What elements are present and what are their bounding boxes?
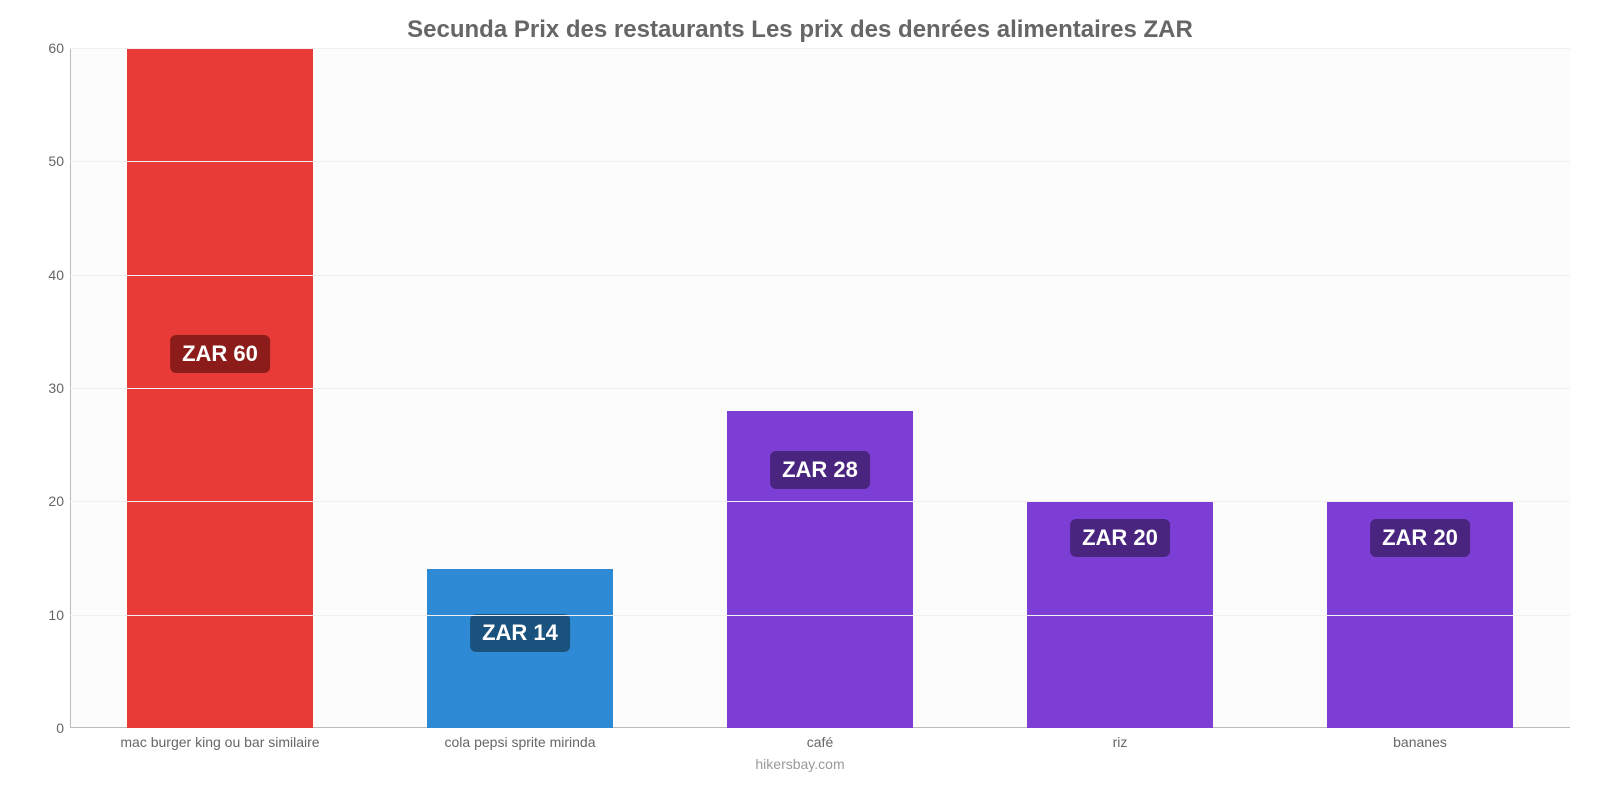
y-tick-label: 10	[30, 607, 64, 623]
bar-value-label: ZAR 20	[1370, 519, 1470, 557]
x-tick-label: cola pepsi sprite mirinda	[370, 734, 670, 750]
source-text: hikersbay.com	[20, 756, 1580, 772]
bar-value-label: ZAR 60	[170, 335, 270, 373]
chart-container: Secunda Prix des restaurants Les prix de…	[0, 0, 1600, 800]
x-tick-label: bananes	[1270, 734, 1570, 750]
y-tick-label: 20	[30, 493, 64, 509]
grid-line	[70, 48, 1570, 49]
y-tick-label: 50	[30, 153, 64, 169]
y-tick-label: 60	[30, 40, 64, 56]
grid-line	[70, 615, 1570, 616]
x-tick-label: mac burger king ou bar similaire	[70, 734, 370, 750]
y-tick-label: 30	[30, 380, 64, 396]
bar-value-label: ZAR 28	[770, 451, 870, 489]
grid-line	[70, 161, 1570, 162]
y-tick-label: 40	[30, 267, 64, 283]
chart-title: Secunda Prix des restaurants Les prix de…	[20, 16, 1580, 44]
x-tick-label: riz	[970, 734, 1270, 750]
grid-line	[70, 501, 1570, 502]
bar-value-label: ZAR 14	[470, 614, 570, 652]
grid-line	[70, 388, 1570, 389]
x-labels: mac burger king ou bar similairecola pep…	[70, 734, 1570, 750]
y-tick-label: 0	[30, 720, 64, 736]
plot-area: ZAR 60ZAR 14ZAR 28ZAR 20ZAR 20 010203040…	[70, 48, 1570, 728]
x-tick-label: café	[670, 734, 970, 750]
bar-value-label: ZAR 20	[1070, 519, 1170, 557]
grid-line	[70, 275, 1570, 276]
